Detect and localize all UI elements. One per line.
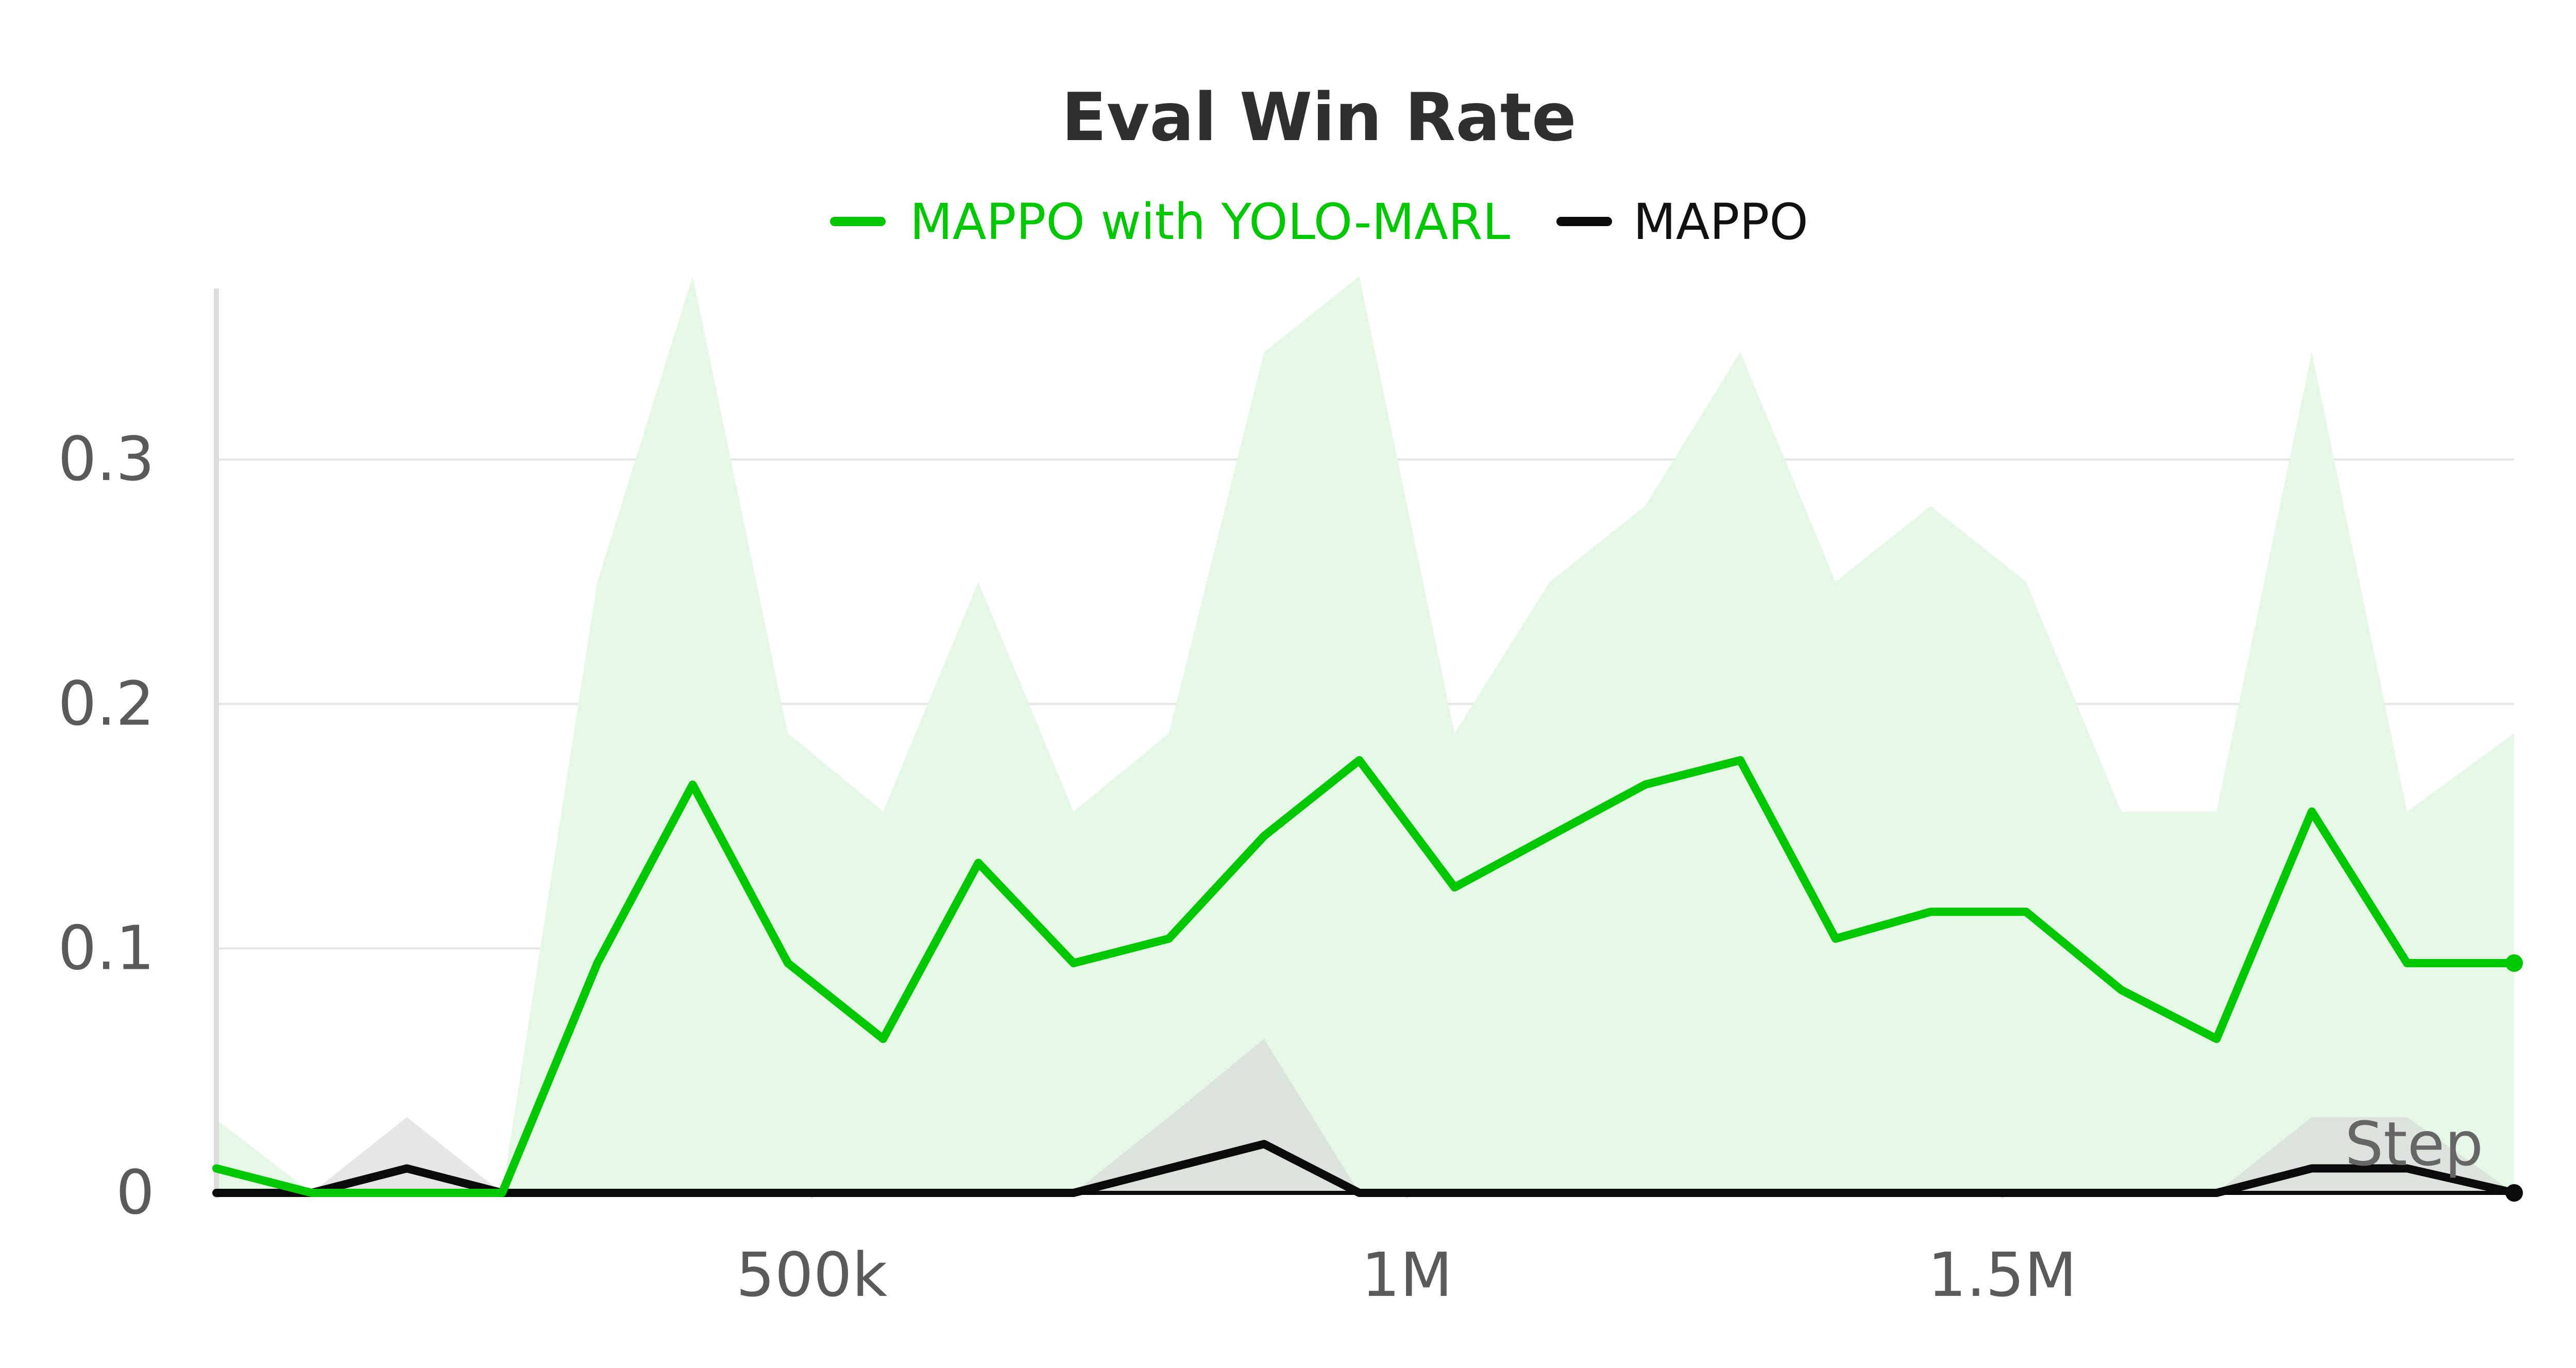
x-axis-label: Step (2345, 1108, 2483, 1179)
legend[interactable]: MAPPO with YOLO-MARL MAPPO (830, 193, 1808, 251)
legend-label-1: MAPPO (1633, 193, 1808, 251)
x-tick-label-2: 1.5M (1928, 1239, 2077, 1310)
series-line-1 (212, 1140, 2518, 1197)
y-tick-label-0: 0 (116, 1157, 155, 1228)
y-tick-label-3: 0.3 (58, 423, 155, 494)
x-tick-label-1: 1M (1361, 1239, 1452, 1310)
tick-labels: 0 0.1 0.2 0.3 500k 1M 1.5M (58, 423, 2077, 1310)
series-end-point-1 (2505, 1184, 2523, 1202)
series-line-0 (212, 756, 2518, 1197)
x-tick-label-0: 500k (736, 1239, 888, 1310)
legend-item-1[interactable]: MAPPO (1556, 193, 1808, 251)
chart-title: Eval Win Rate (1061, 79, 1576, 156)
y-tick-label-1: 0.1 (58, 912, 155, 983)
series-lines (212, 756, 2523, 1202)
legend-item-0[interactable]: MAPPO with YOLO-MARL (830, 193, 1510, 251)
series-end-point-0 (2505, 954, 2523, 972)
legend-label-0: MAPPO with YOLO-MARL (910, 193, 1510, 251)
y-tick-label-2: 0.2 (58, 668, 155, 739)
